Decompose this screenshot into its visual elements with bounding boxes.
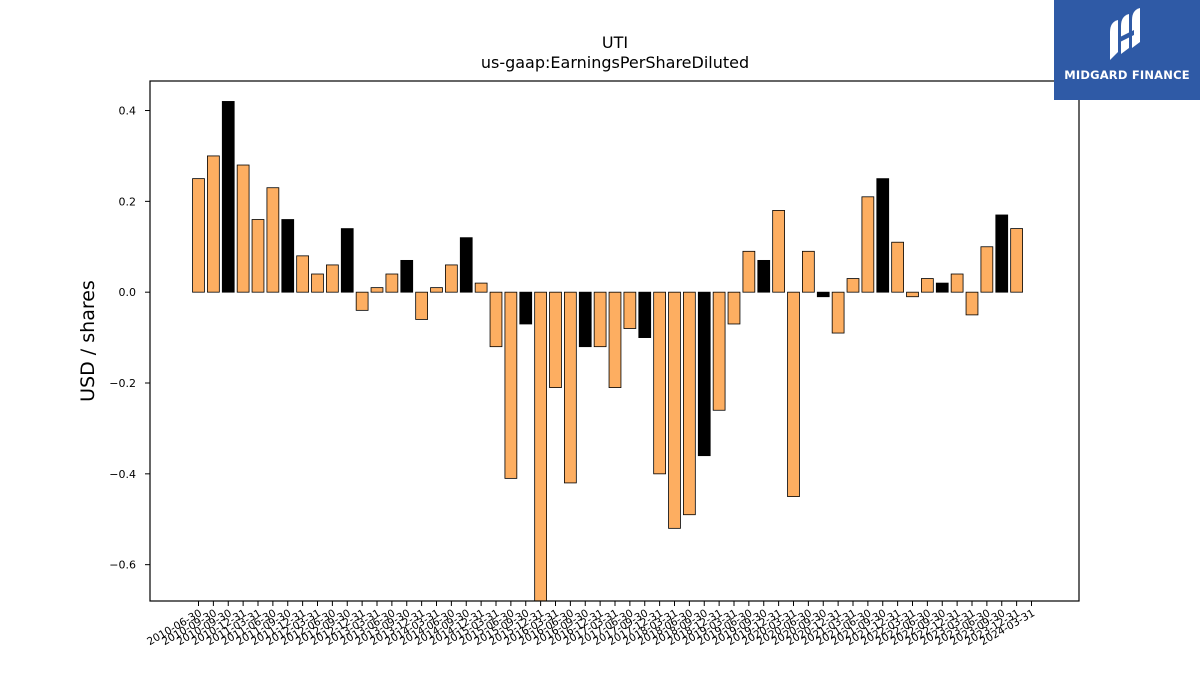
eps-bar (950, 273, 964, 293)
eps-bar (578, 291, 592, 348)
chart-subtitle: us-gaap:EarningsPerShareDiluted (481, 53, 749, 72)
eps-bar (712, 291, 726, 411)
eps-bar (876, 178, 890, 293)
eps-bar (683, 291, 696, 516)
y-tick-label: 0.0 (119, 286, 137, 299)
eps-bar (697, 291, 711, 457)
eps-bar (668, 291, 681, 529)
eps-bar (311, 273, 324, 293)
eps-bar (653, 291, 666, 475)
eps-bar (192, 178, 205, 293)
eps-bar (727, 291, 741, 325)
eps-bar (370, 287, 384, 293)
eps-bar (355, 291, 369, 311)
midgard-finance-logo: MIDGARD FINANCE (1054, 0, 1200, 100)
x-axis-ticks: 2010-06-302010-09-302010-09-302010-12-31… (145, 601, 1037, 648)
eps-bar (459, 237, 473, 293)
eps-bar (891, 241, 904, 293)
eps-bar (772, 210, 785, 293)
eps-bar (593, 291, 607, 348)
eps-bar (326, 264, 339, 293)
eps-bar (519, 291, 533, 325)
chart-title: UTI (602, 33, 628, 52)
eps-bar (207, 155, 220, 293)
eps-bar (340, 228, 354, 293)
eps-bar (831, 291, 845, 334)
eps-bar (296, 255, 309, 293)
eps-bar (921, 278, 934, 293)
eps-bar (608, 291, 622, 388)
eps-bar (623, 291, 637, 329)
eps-bar (802, 250, 815, 293)
eps-bar (846, 278, 860, 293)
eps-bar (236, 164, 250, 293)
eps-bar (742, 250, 756, 293)
eps-bar (430, 287, 443, 293)
eps-bar (564, 291, 577, 484)
eps-bar (221, 101, 235, 293)
eps-bar (385, 273, 399, 293)
brand-name: MIDGARD FINANCE (1064, 68, 1190, 82)
y-axis-label: USD / shares (77, 280, 99, 402)
eps-bar (638, 291, 652, 338)
eps-bar (266, 187, 280, 293)
plot-frame (149, 80, 1080, 602)
y-tick-label: 0.4 (119, 105, 137, 118)
eps-bar (534, 291, 547, 602)
eps-bar (995, 214, 1009, 293)
y-tick-label: −0.2 (109, 377, 136, 390)
bar-series (192, 101, 1023, 602)
eps-bar (445, 264, 458, 293)
y-tick-label: −0.4 (109, 468, 136, 481)
eps-bar (787, 291, 800, 497)
eps-bar (980, 246, 994, 293)
y-tick-label: −0.6 (109, 559, 136, 572)
eps-bar (474, 282, 488, 293)
eps-bar (935, 282, 949, 293)
eps-bar (415, 291, 428, 320)
eps-bar (965, 291, 979, 316)
eps-bar (906, 291, 919, 298)
eps-bar (251, 219, 265, 293)
y-tick-label: 0.2 (119, 195, 137, 208)
y-axis-ticks: 0.4 0.2 0.0 −0.2 −0.4 −0.6 (109, 105, 150, 572)
eps-bar (1010, 228, 1023, 293)
eps-bar (489, 291, 503, 348)
eps-bar (816, 291, 830, 298)
eps-bar (400, 259, 414, 293)
eps-bar (281, 219, 295, 293)
eps-bar (504, 291, 518, 479)
eps-bar (757, 259, 771, 293)
eps-bar (861, 196, 875, 293)
midgard-logo-icon (1110, 8, 1140, 60)
eps-bar (549, 291, 562, 388)
